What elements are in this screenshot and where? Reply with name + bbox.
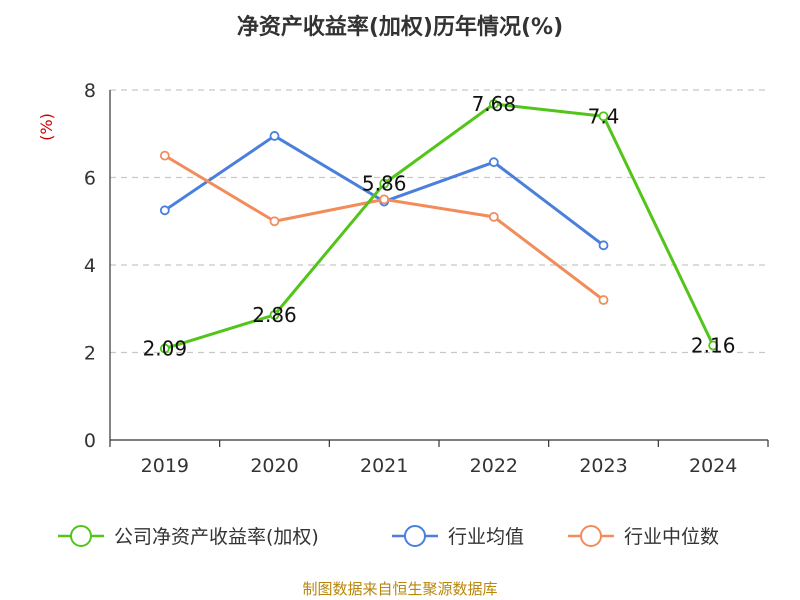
data-label-2023: 7.4 <box>588 104 620 128</box>
series-line-0 <box>164 102 715 350</box>
data-labels: 2.09 2.86 5.86 7.68 7.4 2.16 <box>143 92 736 361</box>
legend-item-2[interactable]: 行业中位数 <box>568 525 719 548</box>
x-tick-label-2022: 2022 <box>470 455 518 477</box>
data-point-0-2023 <box>598 111 609 122</box>
data-point-1-2019 <box>159 205 170 216</box>
legend-item-0[interactable]: 公司净资产收益率(加权) <box>58 525 319 548</box>
x-tick-label-2024: 2024 <box>689 455 737 477</box>
y-tick-label-2: 2 <box>84 343 96 365</box>
legend-marker-icon <box>70 525 92 547</box>
legend-item-1[interactable]: 行业均值 <box>392 525 524 548</box>
legend-label: 行业均值 <box>448 526 524 548</box>
data-label-2021: 5.86 <box>362 172 407 196</box>
x-tick-label-2021: 2021 <box>360 455 408 477</box>
x-tick-label-2023: 2023 <box>579 455 627 477</box>
data-point-2-2020 <box>269 216 280 227</box>
data-point-1-2020 <box>269 131 280 141</box>
x-tick-label-2019: 2019 <box>141 455 189 477</box>
y-tick-label-8: 8 <box>84 80 96 102</box>
data-point-1-2023 <box>598 240 609 251</box>
series-group <box>159 99 719 354</box>
legend[interactable]: 公司净资产收益率(加权) 行业均值 行业中位数 <box>58 525 719 548</box>
data-point-0-2024 <box>708 340 719 351</box>
legend-marker-icon <box>580 525 602 547</box>
y-axis-label: (%) <box>37 113 56 141</box>
axes: 0 2 4 6 8 2019 2020 2021 2022 2023 2024 <box>84 80 769 477</box>
y-tick-label-6: 6 <box>84 168 96 190</box>
legend-label: 行业中位数 <box>624 526 719 548</box>
data-point-1-2022 <box>488 157 499 168</box>
y-tick-label-0: 0 <box>84 430 96 452</box>
data-point-2-2023 <box>598 295 609 305</box>
y-tick-label-4: 4 <box>84 255 96 277</box>
data-label-2020: 2.86 <box>252 303 297 327</box>
source-note: 制图数据来自恒生聚源数据库 <box>302 580 497 598</box>
data-point-0-2020 <box>269 309 280 320</box>
chart-title: 净资产收益率(加权)历年情况(%) <box>237 14 563 40</box>
data-point-2-2022 <box>488 211 499 222</box>
data-point-0-2019 <box>159 343 170 354</box>
data-point-2-2019 <box>159 150 170 161</box>
data-point-2-2021 <box>379 194 390 205</box>
x-tick-label-2020: 2020 <box>250 455 298 477</box>
data-label-2024: 2.16 <box>691 334 736 358</box>
data-label-2019: 2.09 <box>143 337 188 361</box>
legend-marker-icon <box>404 525 426 547</box>
grid-lines <box>110 89 768 354</box>
data-point-0-2021 <box>379 178 390 189</box>
data-point-0-2022 <box>488 99 499 109</box>
legend-label: 公司净资产收益率(加权) <box>114 526 319 548</box>
data-label-2022: 7.68 <box>472 92 517 116</box>
